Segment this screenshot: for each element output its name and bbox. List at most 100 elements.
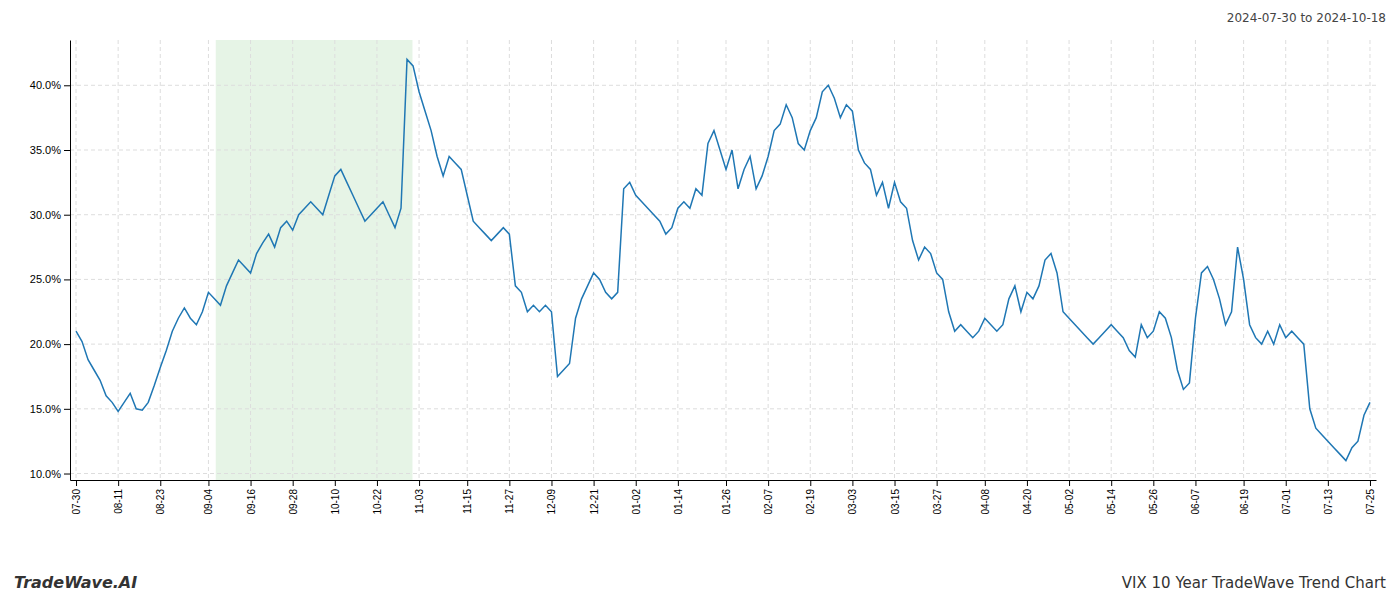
- x-tick-label: 10-10: [330, 489, 341, 515]
- x-tick: 03-15: [890, 480, 901, 515]
- x-tick: 09-04: [203, 480, 214, 515]
- x-axis-line: [71, 480, 1377, 481]
- plot-background: [216, 40, 413, 480]
- x-tick-mark: [76, 480, 77, 486]
- x-tick-mark: [118, 480, 119, 486]
- x-tick-mark: [937, 480, 938, 486]
- grid-line-x: [76, 40, 77, 480]
- x-tick-label: 11-15: [462, 489, 473, 514]
- x-tick-mark: [509, 480, 510, 486]
- x-tick-label: 11-03: [414, 489, 425, 514]
- x-tick: 06-07: [1190, 480, 1201, 515]
- x-tick-mark: [377, 480, 378, 486]
- x-tick-mark: [1328, 480, 1329, 486]
- x-tick: 03-03: [847, 480, 858, 515]
- y-tick-label: 20.0%: [30, 338, 61, 350]
- title: VIX 10 Year TradeWave Trend Chart: [1122, 574, 1386, 592]
- x-tick-label: 06-07: [1190, 489, 1201, 515]
- x-tick: 04-08: [980, 480, 991, 515]
- x-tick-mark: [160, 480, 161, 486]
- grid-line-x: [1153, 40, 1154, 480]
- x-tick-label: 03-15: [890, 489, 901, 515]
- x-tick: 10-10: [330, 480, 341, 515]
- grid-line-x: [726, 40, 727, 480]
- x-tick-mark: [1370, 480, 1371, 486]
- x-tick-label: 03-03: [847, 489, 858, 515]
- y-tick-mark: [64, 409, 70, 410]
- x-tick-mark: [467, 480, 468, 486]
- y-tick-label: 35.0%: [30, 144, 61, 156]
- grid-line-x: [467, 40, 468, 480]
- x-tick-mark: [678, 480, 679, 486]
- x-tick: 05-02: [1064, 480, 1075, 515]
- x-tick-label: 08-11: [113, 489, 124, 514]
- x-tick: 12-21: [589, 480, 600, 515]
- grid-line-x: [635, 40, 636, 480]
- grid-line-x: [810, 40, 811, 480]
- x-tick-label: 06-19: [1239, 489, 1250, 515]
- grid-line-x: [118, 40, 119, 480]
- x-tick: 01-14: [673, 480, 684, 515]
- y-tick-mark: [64, 279, 70, 280]
- x-tick-mark: [293, 480, 294, 486]
- grid-line-y: [70, 408, 1376, 409]
- grid-line-x: [984, 40, 985, 480]
- x-tick: 03-27: [932, 480, 943, 515]
- grid-line-x: [160, 40, 161, 480]
- x-tick: 12-09: [546, 480, 557, 515]
- x-tick-mark: [985, 480, 986, 486]
- x-tick-label: 04-20: [1022, 489, 1033, 515]
- x-tick-mark: [1286, 480, 1287, 486]
- y-tick: 25.0%: [30, 273, 70, 285]
- y-tick-label: 40.0%: [30, 79, 61, 91]
- x-tick-mark: [852, 480, 853, 486]
- x-tick-label: 02-07: [763, 489, 774, 515]
- x-axis: 07-3008-1108-2309-0409-1609-2810-1010-22…: [71, 480, 1377, 515]
- y-tick: 40.0%: [30, 79, 70, 91]
- annotation: TradeWave.AI: [14, 573, 137, 592]
- x-tick-mark: [551, 480, 552, 486]
- y-tick-label: 10.0%: [30, 468, 61, 480]
- grid-line-x: [1327, 40, 1328, 480]
- x-tick-label: 10-22: [372, 489, 383, 515]
- grid-line-x: [593, 40, 594, 480]
- grid-line-y: [70, 85, 1376, 86]
- y-axis-line: [70, 41, 71, 481]
- x-tick-label: 07-13: [1323, 489, 1334, 515]
- x-tick-mark: [594, 480, 595, 486]
- grid-line-x: [852, 40, 853, 480]
- grid-line-x: [509, 40, 510, 480]
- grid-line-x: [292, 40, 293, 480]
- x-tick-label: 07-30: [71, 489, 82, 515]
- grid-line-x: [551, 40, 552, 480]
- x-tick: 07-25: [1365, 480, 1376, 515]
- x-tick-label: 05-14: [1106, 489, 1117, 515]
- grid-line-x: [936, 40, 937, 480]
- x-tick-mark: [1153, 480, 1154, 486]
- x-tick-mark: [1111, 480, 1112, 486]
- chart-svg: 07-3008-1108-2309-0409-1609-2810-1010-22…: [0, 0, 1400, 600]
- grid-line-x: [677, 40, 678, 480]
- shaded-region: [216, 40, 413, 480]
- x-tick-mark: [726, 480, 727, 486]
- plot-area: [76, 59, 1370, 460]
- x-tick: 02-19: [805, 480, 816, 515]
- grid-line-y: [70, 214, 1376, 215]
- x-tick: 11-03: [414, 480, 425, 514]
- x-tick: 05-14: [1106, 480, 1117, 515]
- x-tick: 07-13: [1323, 480, 1334, 515]
- grid-line-y: [70, 344, 1376, 345]
- grid: [70, 40, 1376, 480]
- grid-line-x: [1026, 40, 1027, 480]
- x-tick-label: 04-08: [980, 489, 991, 515]
- grid-line-x: [334, 40, 335, 480]
- x-tick: 02-07: [763, 480, 774, 515]
- x-tick-label: 12-09: [546, 489, 557, 515]
- grid-line-x: [1243, 40, 1244, 480]
- subtitle: 2024-07-30 to 2024-10-18: [1227, 11, 1386, 25]
- x-tick-label: 09-04: [203, 489, 214, 515]
- grid-line-x: [894, 40, 895, 480]
- grid-line-y: [70, 150, 1376, 151]
- x-tick-label: 03-27: [932, 489, 943, 515]
- grid-line-y: [70, 279, 1376, 280]
